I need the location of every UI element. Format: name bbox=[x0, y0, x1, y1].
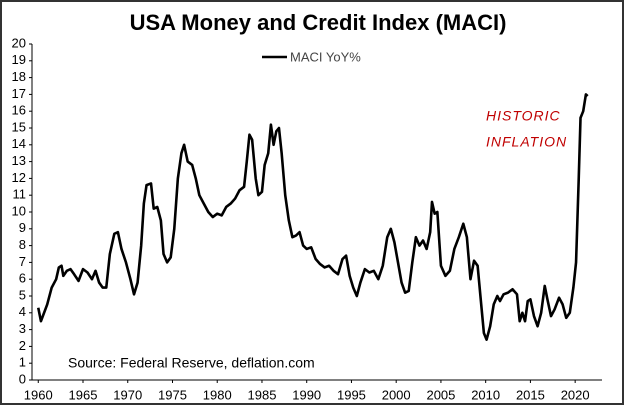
x-tick-label: 2010 bbox=[471, 387, 500, 402]
annotation: HISTORIC bbox=[486, 108, 561, 124]
x-tick-label: 1965 bbox=[69, 387, 98, 402]
y-tick-label: 0 bbox=[19, 371, 26, 386]
y-tick-label: 5 bbox=[19, 287, 26, 302]
y-tick-label: 9 bbox=[19, 220, 26, 235]
y-tick-label: 6 bbox=[19, 271, 26, 286]
y-tick-label: 15 bbox=[12, 119, 26, 134]
y-tick-label: 20 bbox=[12, 35, 26, 50]
x-tick-label: 1980 bbox=[203, 387, 232, 402]
annotation: INFLATION bbox=[486, 134, 567, 150]
x-tick-label: 2005 bbox=[426, 387, 455, 402]
x-tick-label: 1960 bbox=[24, 387, 53, 402]
y-tick-label: 13 bbox=[12, 153, 26, 168]
x-tick-label: 1995 bbox=[337, 387, 366, 402]
y-tick-label: 8 bbox=[19, 237, 26, 252]
x-tick-label: 2000 bbox=[382, 387, 411, 402]
y-tick-label: 12 bbox=[12, 170, 26, 185]
chart-title: USA Money and Credit Index (MACI) bbox=[130, 10, 507, 35]
x-tick-label: 1970 bbox=[113, 387, 142, 402]
y-tick-label: 19 bbox=[12, 52, 26, 67]
y-tick-label: 11 bbox=[13, 187, 27, 202]
x-tick-label: 1975 bbox=[158, 387, 187, 402]
y-tick-label: 17 bbox=[12, 86, 26, 101]
series-line bbox=[36, 93, 589, 341]
y-tick-label: 1 bbox=[19, 355, 26, 370]
x-tick-label: 2015 bbox=[516, 387, 545, 402]
source-note: Source: Federal Reserve, deflation.com bbox=[68, 355, 315, 371]
y-tick-label: 18 bbox=[12, 69, 26, 84]
legend-label: MACI YoY% bbox=[290, 49, 361, 64]
y-tick-label: 7 bbox=[19, 254, 26, 269]
x-tick-label: 1990 bbox=[292, 387, 321, 402]
y-tick-label: 4 bbox=[19, 304, 26, 319]
y-tick-label: 2 bbox=[19, 338, 26, 353]
x-tick-label: 2020 bbox=[561, 387, 590, 402]
y-tick-label: 14 bbox=[12, 136, 26, 151]
x-tick-label: 1985 bbox=[248, 387, 277, 402]
y-tick-label: 16 bbox=[12, 103, 26, 118]
y-tick-label: 3 bbox=[19, 321, 26, 336]
y-tick-label: 10 bbox=[12, 203, 26, 218]
